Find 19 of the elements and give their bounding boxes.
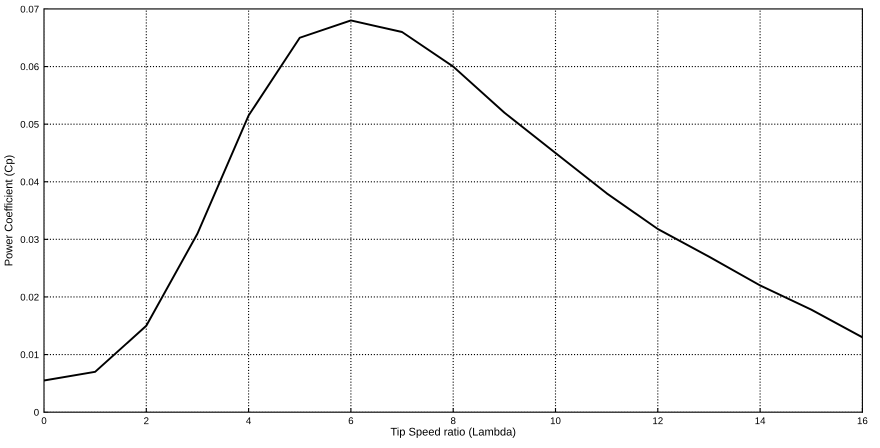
x-tick-label: 4 [246, 417, 252, 424]
y-tick-label: 0.07 [20, 6, 39, 13]
y-tick-label: 0.02 [20, 294, 39, 301]
x-tick-label: 6 [348, 417, 354, 424]
x-tick-label: 8 [450, 417, 456, 424]
y-tick-label: 0 [34, 408, 39, 416]
y-tick-label: 0.01 [20, 351, 39, 358]
x-tick-label: 16 [858, 417, 868, 424]
x-tick-label: 12 [653, 417, 663, 424]
y-tick-label: 0.03 [20, 236, 39, 243]
y-axis-title: Power Coefficient (Cp) [4, 155, 15, 266]
y-tick-label: 0.05 [20, 120, 39, 128]
y-tick-label: 0.04 [20, 178, 39, 186]
x-tick-label: 0 [42, 417, 46, 424]
y-tick-label: 0.06 [20, 63, 39, 70]
x-tick-label: 14 [755, 417, 766, 424]
x-tick-label: 2 [144, 417, 149, 424]
x-tick-label: 10 [550, 417, 561, 424]
x-axis-title: Tip Speed ratio (Lambda) [390, 427, 516, 438]
